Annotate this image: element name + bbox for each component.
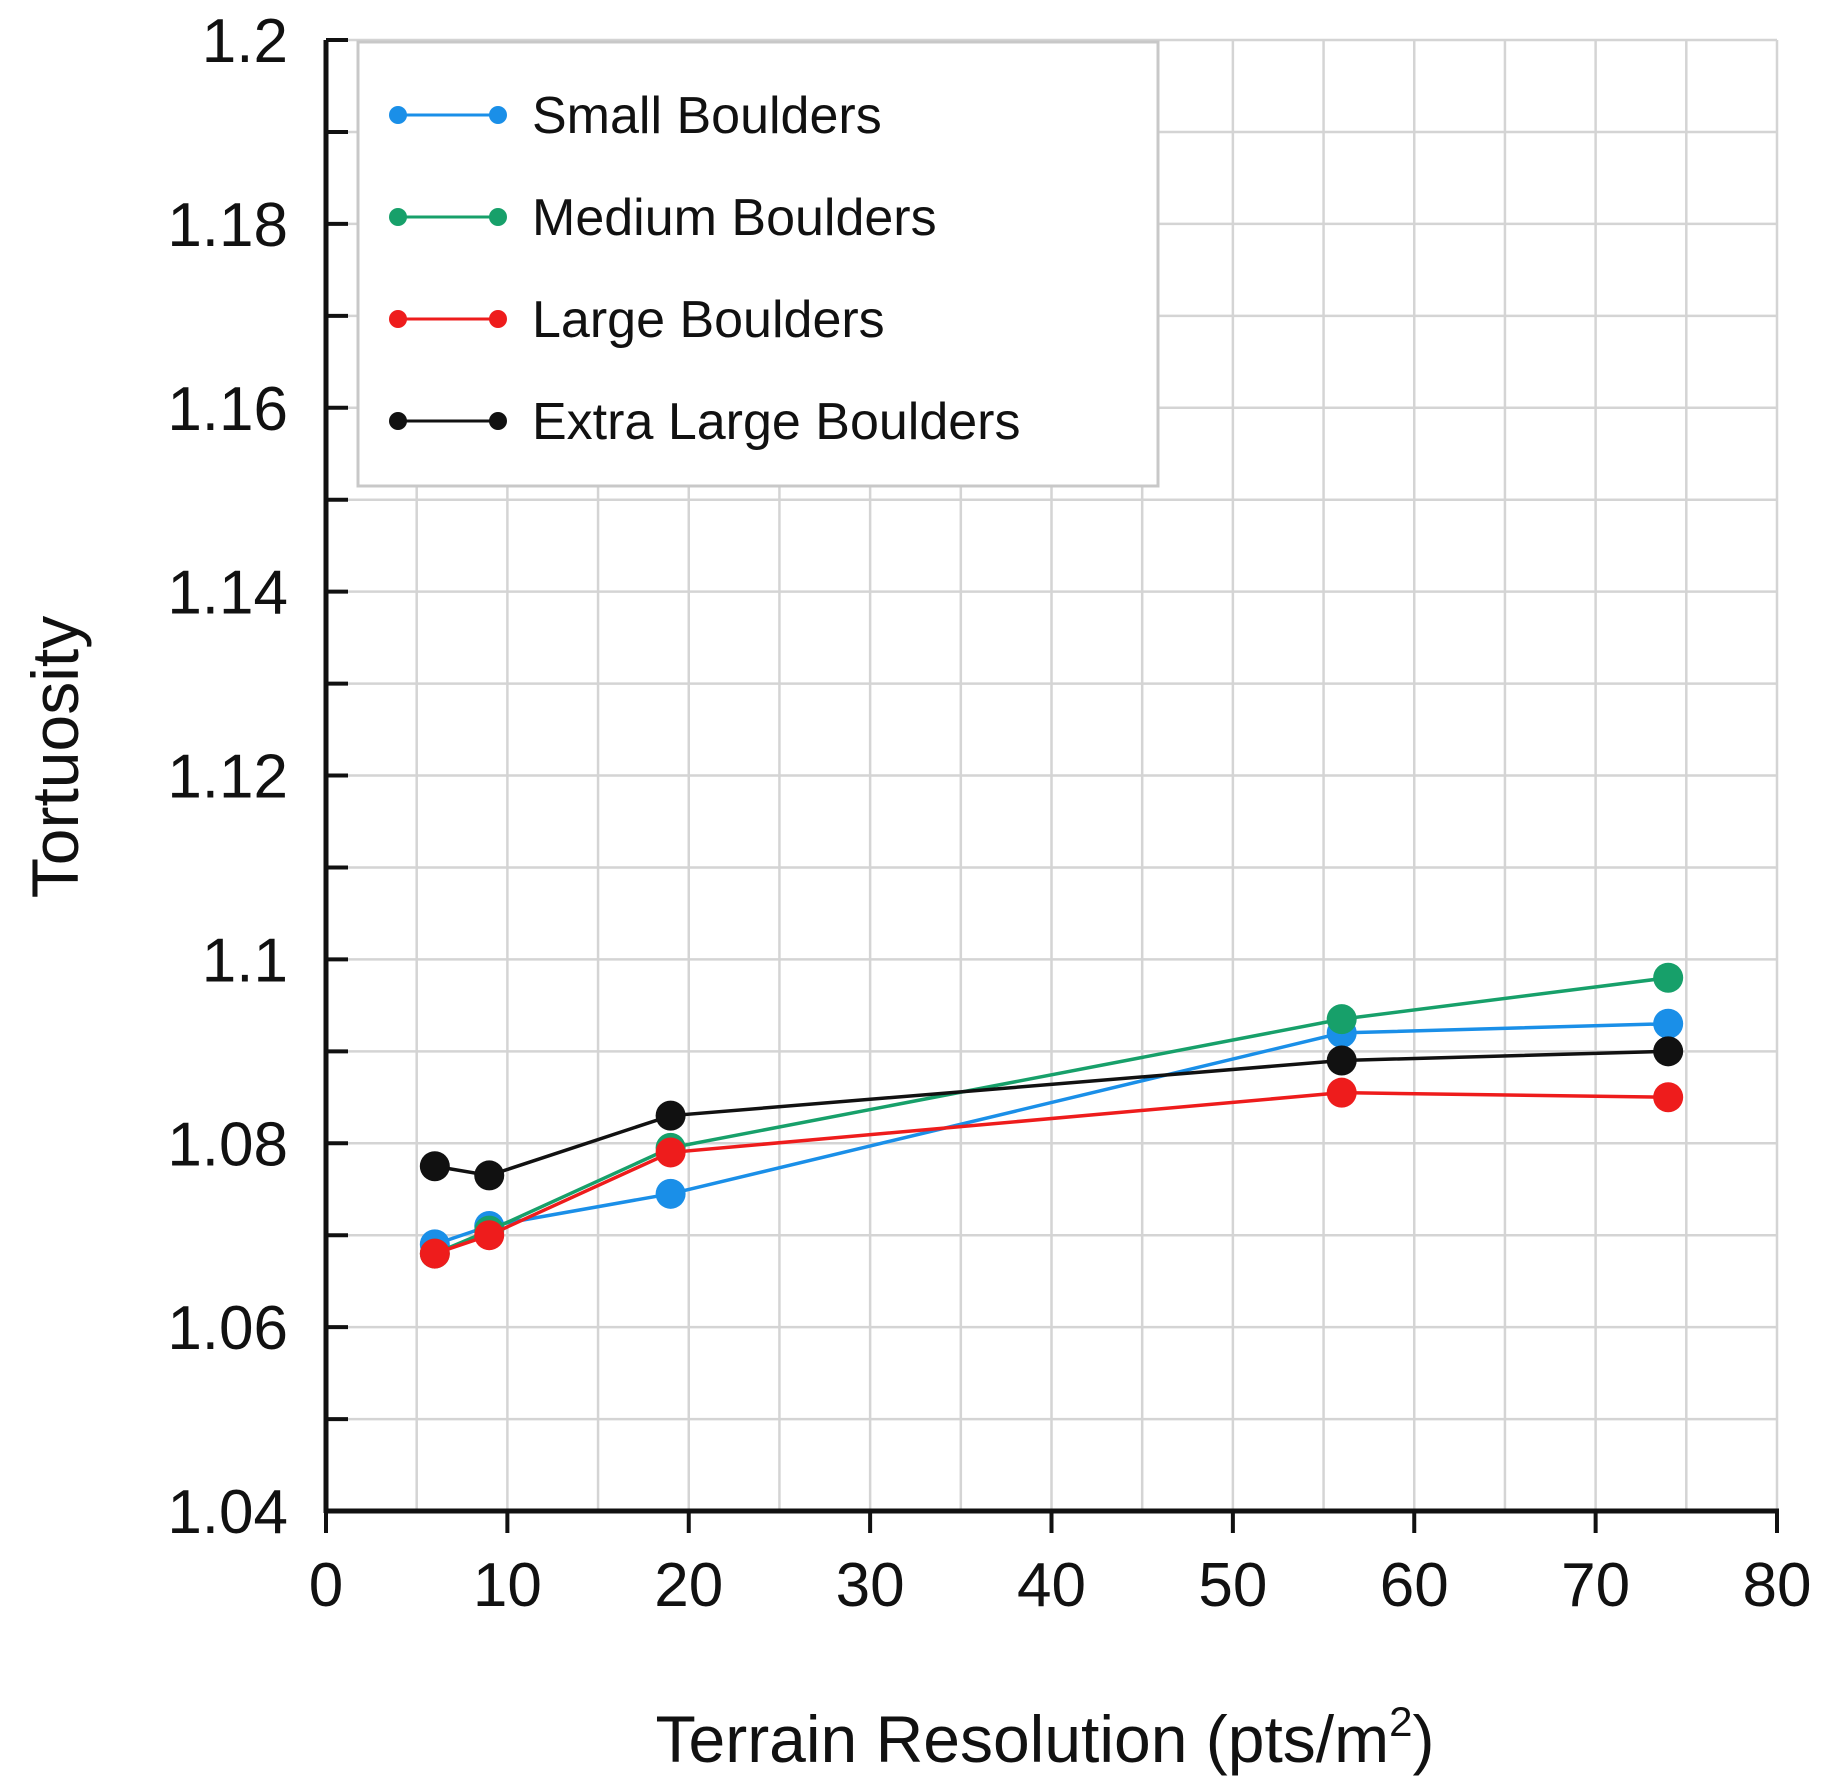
legend-marker — [389, 310, 407, 328]
data-point — [474, 1160, 505, 1191]
data-point — [1653, 1082, 1684, 1113]
legend-marker — [389, 208, 407, 226]
data-point — [419, 1151, 450, 1182]
x-axis-title-superscript: 2 — [1389, 1698, 1412, 1745]
legend-marker — [489, 310, 507, 328]
x-axis-title: Terrain Resolution (pts/m2) — [656, 1698, 1435, 1776]
y-tick-label: 1.06 — [167, 1294, 288, 1363]
data-point — [1326, 1045, 1357, 1076]
x-tick-label: 0 — [309, 1551, 343, 1620]
data-point — [655, 1178, 686, 1209]
legend-item: Large Boulders — [389, 291, 885, 349]
y-axis-title: Tortuosity — [18, 616, 92, 898]
legend-marker — [389, 106, 407, 124]
legend-label: Large Boulders — [532, 291, 885, 349]
x-tick-label: 10 — [473, 1551, 542, 1620]
data-point — [1653, 1036, 1684, 1067]
y-tick-label: 1.18 — [167, 191, 288, 260]
legend-item: Extra Large Boulders — [389, 393, 1021, 451]
legend-item: Small Boulders — [389, 87, 882, 145]
tick-labels: 1.04 1.06 1.08 1.1 1.12 1.14 1.16 1.18 1.2 0 10 20 3… — [167, 7, 1811, 1620]
legend-marker — [489, 208, 507, 226]
x-tick-label: 80 — [1743, 1551, 1812, 1620]
y-tick-label: 1.14 — [167, 559, 288, 628]
legend-item: Medium Boulders — [389, 189, 937, 247]
x-tick-label: 40 — [1017, 1551, 1086, 1620]
x-tick-label: 20 — [654, 1551, 723, 1620]
series-group — [419, 1077, 1684, 1269]
y-tick-label: 1.16 — [167, 375, 288, 444]
legend-label: Medium Boulders — [532, 189, 937, 247]
data-point — [1653, 1008, 1684, 1039]
data-point — [419, 1238, 450, 1269]
y-tick-label: 1.12 — [167, 743, 288, 812]
x-tick-label: 30 — [836, 1551, 905, 1620]
data-point — [474, 1220, 505, 1251]
data-point — [1326, 1077, 1357, 1108]
x-tick-label: 60 — [1380, 1551, 1449, 1620]
y-tick-label: 1.04 — [167, 1478, 288, 1547]
data-series — [419, 962, 1684, 1269]
data-point — [655, 1100, 686, 1131]
axes — [323, 38, 1779, 1533]
x-axis-title-main: Terrain Resolution (pts/m — [656, 1702, 1390, 1776]
x-axis-title-close: ) — [1412, 1702, 1434, 1776]
legend-label: Small Boulders — [532, 87, 882, 145]
legend-label: Extra Large Boulders — [532, 393, 1021, 451]
y-tick-label: 1.08 — [167, 1110, 288, 1179]
legend: Small Boulders Medium Boulders Large Bould… — [356, 40, 1160, 488]
x-tick-label: 50 — [1198, 1551, 1267, 1620]
x-tick-label: 70 — [1561, 1551, 1630, 1620]
y-tick-label: 1.2 — [202, 7, 288, 76]
y-tick-label: 1.1 — [202, 926, 288, 995]
legend-marker — [389, 412, 407, 430]
legend-marker — [489, 412, 507, 430]
data-point — [655, 1137, 686, 1168]
data-point — [1653, 962, 1684, 993]
series-group — [419, 1036, 1684, 1191]
legend-marker — [489, 106, 507, 124]
data-point — [1326, 1004, 1357, 1035]
